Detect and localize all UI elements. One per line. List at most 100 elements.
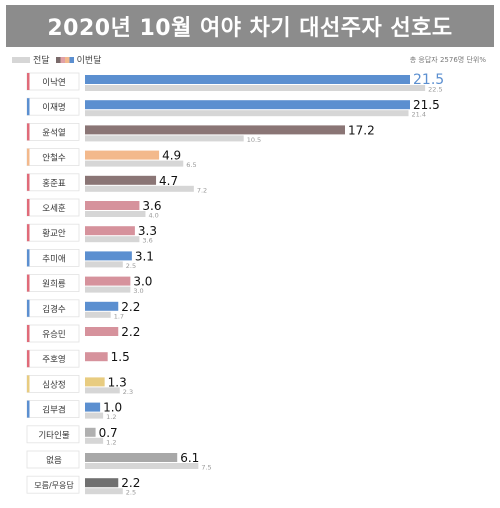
value-previous-1: 22.5	[428, 86, 442, 94]
bar-previous-7	[85, 236, 140, 243]
category-label-5: 홍준표	[42, 178, 66, 189]
bar-current-12	[85, 352, 108, 362]
bar-previous-1	[85, 85, 426, 91]
bar-previous-6	[85, 211, 146, 217]
bar-current-13	[85, 377, 105, 387]
value-previous-3: 10.5	[247, 136, 261, 144]
bar-current-14	[85, 402, 101, 412]
value-previous-8: 2.5	[126, 262, 136, 270]
value-previous-13: 2.3	[123, 388, 133, 396]
category-marker-7	[27, 224, 30, 242]
legend: 전달 이번달	[12, 53, 101, 66]
bar-current-3	[85, 125, 345, 135]
bar-previous-13	[85, 387, 120, 394]
bar-current-6	[85, 201, 140, 210]
value-current-7: 3.3	[138, 224, 157, 238]
category-marker-12	[27, 350, 30, 368]
bar-current-16	[85, 453, 178, 462]
category-marker-2	[27, 98, 30, 116]
value-previous-4: 6.5	[186, 161, 196, 169]
bar-previous-9	[85, 286, 131, 293]
value-current-10: 2.2	[121, 300, 140, 314]
bar-current-9	[85, 276, 131, 286]
category-label-box-17	[26, 475, 80, 494]
category-label-10: 김경수	[42, 304, 66, 315]
bar-current-10	[85, 301, 119, 311]
bar-current-8	[85, 251, 132, 261]
chart-title: 2020년 10월 여야 차기 대선주자 선호도	[6, 5, 494, 47]
value-current-17: 2.2	[121, 476, 140, 490]
category-marker-13	[27, 375, 30, 393]
category-label-17: 모름/무응답	[34, 480, 74, 490]
legend-label-previous: 전달	[33, 56, 50, 66]
category-label-7: 황교안	[42, 228, 66, 239]
value-current-3: 17.2	[348, 123, 375, 137]
value-current-12: 1.5	[111, 350, 130, 364]
bar-current-2	[85, 100, 410, 110]
bar-current-15	[85, 427, 96, 437]
bar-current-11	[85, 327, 119, 336]
category-marker-1	[27, 73, 30, 90]
bar-current-17	[85, 478, 119, 488]
value-current-9: 3.0	[133, 275, 152, 289]
category-marker-10	[27, 299, 30, 317]
category-label-14: 김부겸	[42, 405, 65, 416]
value-previous-15: 1.2	[106, 438, 116, 446]
bar-previous-10	[85, 311, 111, 318]
bar-current-7	[85, 226, 135, 236]
bar-previous-8	[85, 261, 123, 268]
category-label-11: 유승민	[42, 329, 65, 340]
category-label-8: 추미애	[42, 254, 65, 264]
category-label-1: 이낙연	[42, 77, 65, 88]
value-previous-6: 4.0	[148, 212, 158, 220]
category-marker-14	[27, 400, 30, 418]
respondent-note: 총 응답자 2576명 단위%	[409, 56, 486, 64]
bar-previous-15	[85, 437, 104, 444]
category-marker-8	[27, 249, 30, 267]
bar-current-5	[85, 175, 157, 185]
value-previous-16: 7.5	[201, 464, 211, 472]
category-marker-6	[27, 199, 30, 216]
value-current-1: 21.5	[413, 72, 444, 88]
value-previous-7: 3.6	[142, 237, 152, 245]
value-current-16: 6.1	[180, 451, 199, 465]
category-label-13: 심상정	[42, 379, 65, 390]
bar-current-1	[85, 75, 410, 84]
category-label-box-16	[26, 450, 80, 469]
bar-current-4	[85, 150, 160, 160]
category-label-4: 안철수	[42, 153, 66, 164]
category-marker-5	[27, 173, 30, 191]
value-previous-14: 1.2	[106, 413, 116, 421]
bar-previous-16	[85, 463, 199, 469]
value-current-2: 21.5	[413, 98, 440, 112]
category-marker-3	[27, 123, 30, 141]
legend-swatch-current	[55, 56, 74, 63]
value-current-5: 4.7	[159, 174, 178, 188]
value-previous-17: 2.5	[126, 489, 136, 497]
category-marker-4	[27, 148, 30, 166]
category-label-box-15	[26, 425, 80, 444]
category-label-3: 윤석열	[42, 127, 66, 138]
bar-previous-3	[85, 135, 244, 142]
category-marker-9	[27, 274, 30, 292]
category-label-9: 원희룡	[42, 279, 66, 290]
bar-previous-2	[85, 110, 409, 117]
value-previous-2: 21.4	[411, 111, 425, 119]
bar-previous-5	[85, 185, 194, 192]
value-current-8: 3.1	[135, 249, 154, 263]
bar-previous-4	[85, 160, 184, 167]
value-previous-5: 7.2	[197, 186, 207, 194]
category-label-2: 이재명	[42, 102, 65, 113]
category-label-16: 없음	[46, 456, 62, 466]
bar-previous-14	[85, 412, 104, 419]
value-current-4: 4.9	[162, 149, 181, 163]
legend-swatch-previous	[12, 56, 30, 63]
value-current-6: 3.6	[142, 199, 161, 213]
value-current-15: 0.7	[99, 426, 118, 440]
category-label-6: 오세훈	[42, 203, 66, 214]
category-label-15: 기타인물	[38, 430, 69, 441]
bar-previous-17	[85, 488, 123, 495]
category-marker-11	[27, 325, 30, 342]
value-previous-9: 3.0	[133, 287, 143, 295]
